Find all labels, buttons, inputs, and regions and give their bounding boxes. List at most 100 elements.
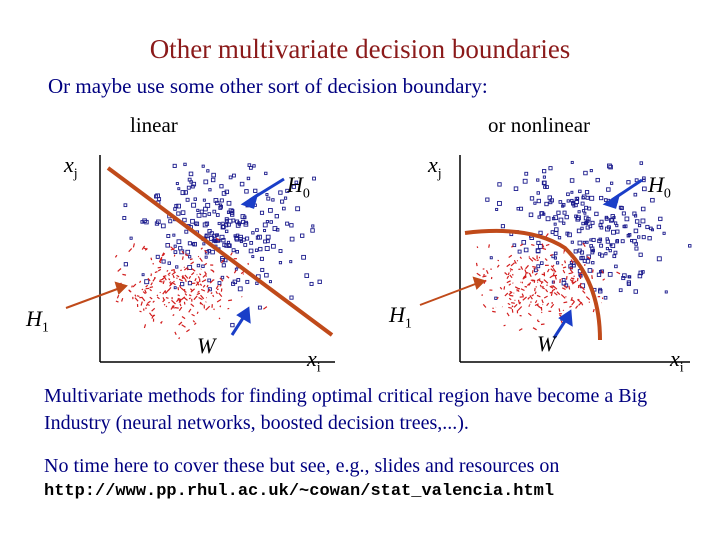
h1-point (220, 259, 225, 264)
h1-point (181, 275, 184, 280)
h1-point (145, 307, 147, 310)
h1-point (164, 291, 167, 293)
h0-point (183, 190, 188, 195)
left-scatter-points (114, 162, 322, 340)
h0-point (614, 264, 618, 269)
h0-point (645, 224, 650, 230)
h1-point (230, 252, 233, 256)
h1-point (179, 303, 182, 307)
h0-point (539, 261, 544, 265)
h1-point (188, 280, 191, 282)
h1-point (475, 262, 478, 267)
h0-point (585, 195, 590, 200)
h1-point (532, 327, 537, 331)
h1-point (199, 301, 204, 306)
h0-point (584, 190, 590, 195)
h1-point (178, 278, 183, 282)
h0-point (585, 240, 589, 244)
h0-point (688, 244, 692, 248)
h0-point (521, 240, 527, 245)
h0-point (547, 195, 552, 200)
h0-point (271, 198, 275, 202)
h1-point (525, 264, 529, 270)
h0-point (570, 160, 574, 164)
h1-point (169, 281, 172, 284)
h0-point (603, 295, 608, 300)
h1-point (537, 269, 539, 272)
h0-point (187, 177, 192, 182)
h0-point (209, 231, 214, 236)
h1-point (216, 298, 222, 303)
h0-point (637, 223, 642, 228)
h0-point (208, 188, 212, 192)
h0-point (122, 216, 127, 220)
h1-point (570, 259, 574, 264)
h1-point (483, 280, 486, 284)
h1-point (569, 266, 573, 270)
h0-point (190, 218, 195, 224)
h0-point (609, 218, 614, 223)
h0-point (650, 197, 655, 203)
h0-point (185, 249, 191, 255)
h0-point (221, 263, 226, 268)
nonlinear-panel-heading: or nonlinear (488, 113, 591, 137)
h1-point (511, 309, 514, 313)
h0-point (612, 254, 617, 259)
h1-point (143, 324, 147, 329)
h0-point (533, 201, 537, 205)
h0-point (615, 239, 619, 243)
h1-point (177, 287, 180, 291)
h1-point (552, 264, 555, 268)
h1-point (476, 272, 481, 277)
h1-point (518, 328, 523, 332)
h0-point (554, 227, 559, 232)
h1-point (513, 303, 518, 308)
h1-point (134, 297, 139, 302)
h0-point (542, 180, 547, 185)
h0-point (177, 187, 181, 191)
h1-point (492, 310, 496, 313)
h0-point (489, 256, 493, 260)
h0-point (536, 191, 540, 195)
h1-point (200, 247, 203, 250)
resource-url[interactable]: http://www.pp.rhul.ac.uk/~cowan/stat_val… (44, 482, 555, 501)
h0-point (555, 261, 560, 265)
h0-point (244, 189, 249, 194)
h0-point (551, 254, 556, 259)
h0-point (581, 221, 585, 226)
right-x-axis-label: xi (670, 346, 684, 376)
h0-point (570, 190, 574, 194)
h0-point (218, 205, 223, 210)
h0-point (580, 255, 585, 260)
h0-point (190, 184, 195, 189)
h1-point (181, 256, 184, 260)
h0-point (202, 213, 207, 218)
h0-point (574, 196, 579, 201)
h0-point (310, 228, 315, 233)
h1-point (162, 275, 167, 278)
h0-point (591, 261, 595, 265)
h1-point (197, 290, 200, 294)
h0-point (212, 209, 217, 214)
h1-point (540, 323, 545, 326)
h0-point (173, 250, 178, 254)
h1-point (514, 286, 520, 290)
h1-point (149, 312, 153, 317)
h0-point (598, 289, 603, 294)
h1-point (166, 269, 169, 272)
h0-point (274, 214, 279, 219)
h0-point (172, 163, 177, 168)
h1-point (209, 279, 214, 284)
h1-point (154, 271, 158, 274)
h0-point (269, 220, 273, 224)
left-h1-arrow (65, 287, 121, 309)
h1-point (184, 274, 189, 279)
h0-point (600, 269, 605, 274)
h0-point (219, 184, 224, 189)
h1-point (536, 319, 539, 322)
h1-point (136, 295, 140, 297)
h0-point (626, 180, 631, 185)
h1-point (528, 282, 532, 286)
h0-point (553, 231, 559, 236)
h1-point (563, 301, 568, 304)
